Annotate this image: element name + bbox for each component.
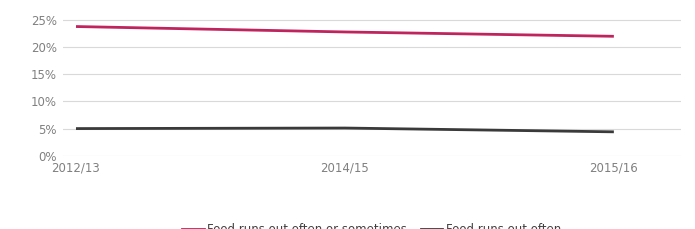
Legend: Food runs out often or sometimes, Food runs out often: Food runs out often or sometimes, Food r…: [178, 218, 566, 229]
